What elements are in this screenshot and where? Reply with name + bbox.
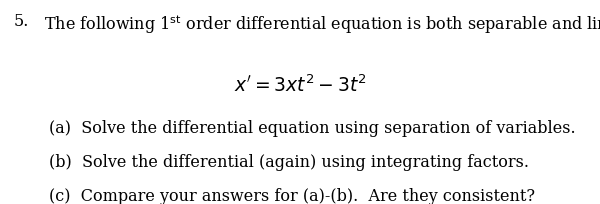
Text: (b)  Solve the differential (again) using integrating factors.: (b) Solve the differential (again) using… xyxy=(49,153,529,170)
Text: The following 1$^{\mathrm{st}}$ order differential equation is both separable an: The following 1$^{\mathrm{st}}$ order di… xyxy=(34,13,600,36)
Text: (a)  Solve the differential equation using separation of variables.: (a) Solve the differential equation usin… xyxy=(49,119,576,136)
Text: (c)  Compare your answers for (a)-(b).  Are they consistent?: (c) Compare your answers for (a)-(b). Ar… xyxy=(49,187,535,204)
Text: $x^{\prime} = 3xt^2 - 3t^2$: $x^{\prime} = 3xt^2 - 3t^2$ xyxy=(233,74,367,96)
Text: 5.: 5. xyxy=(13,13,29,30)
